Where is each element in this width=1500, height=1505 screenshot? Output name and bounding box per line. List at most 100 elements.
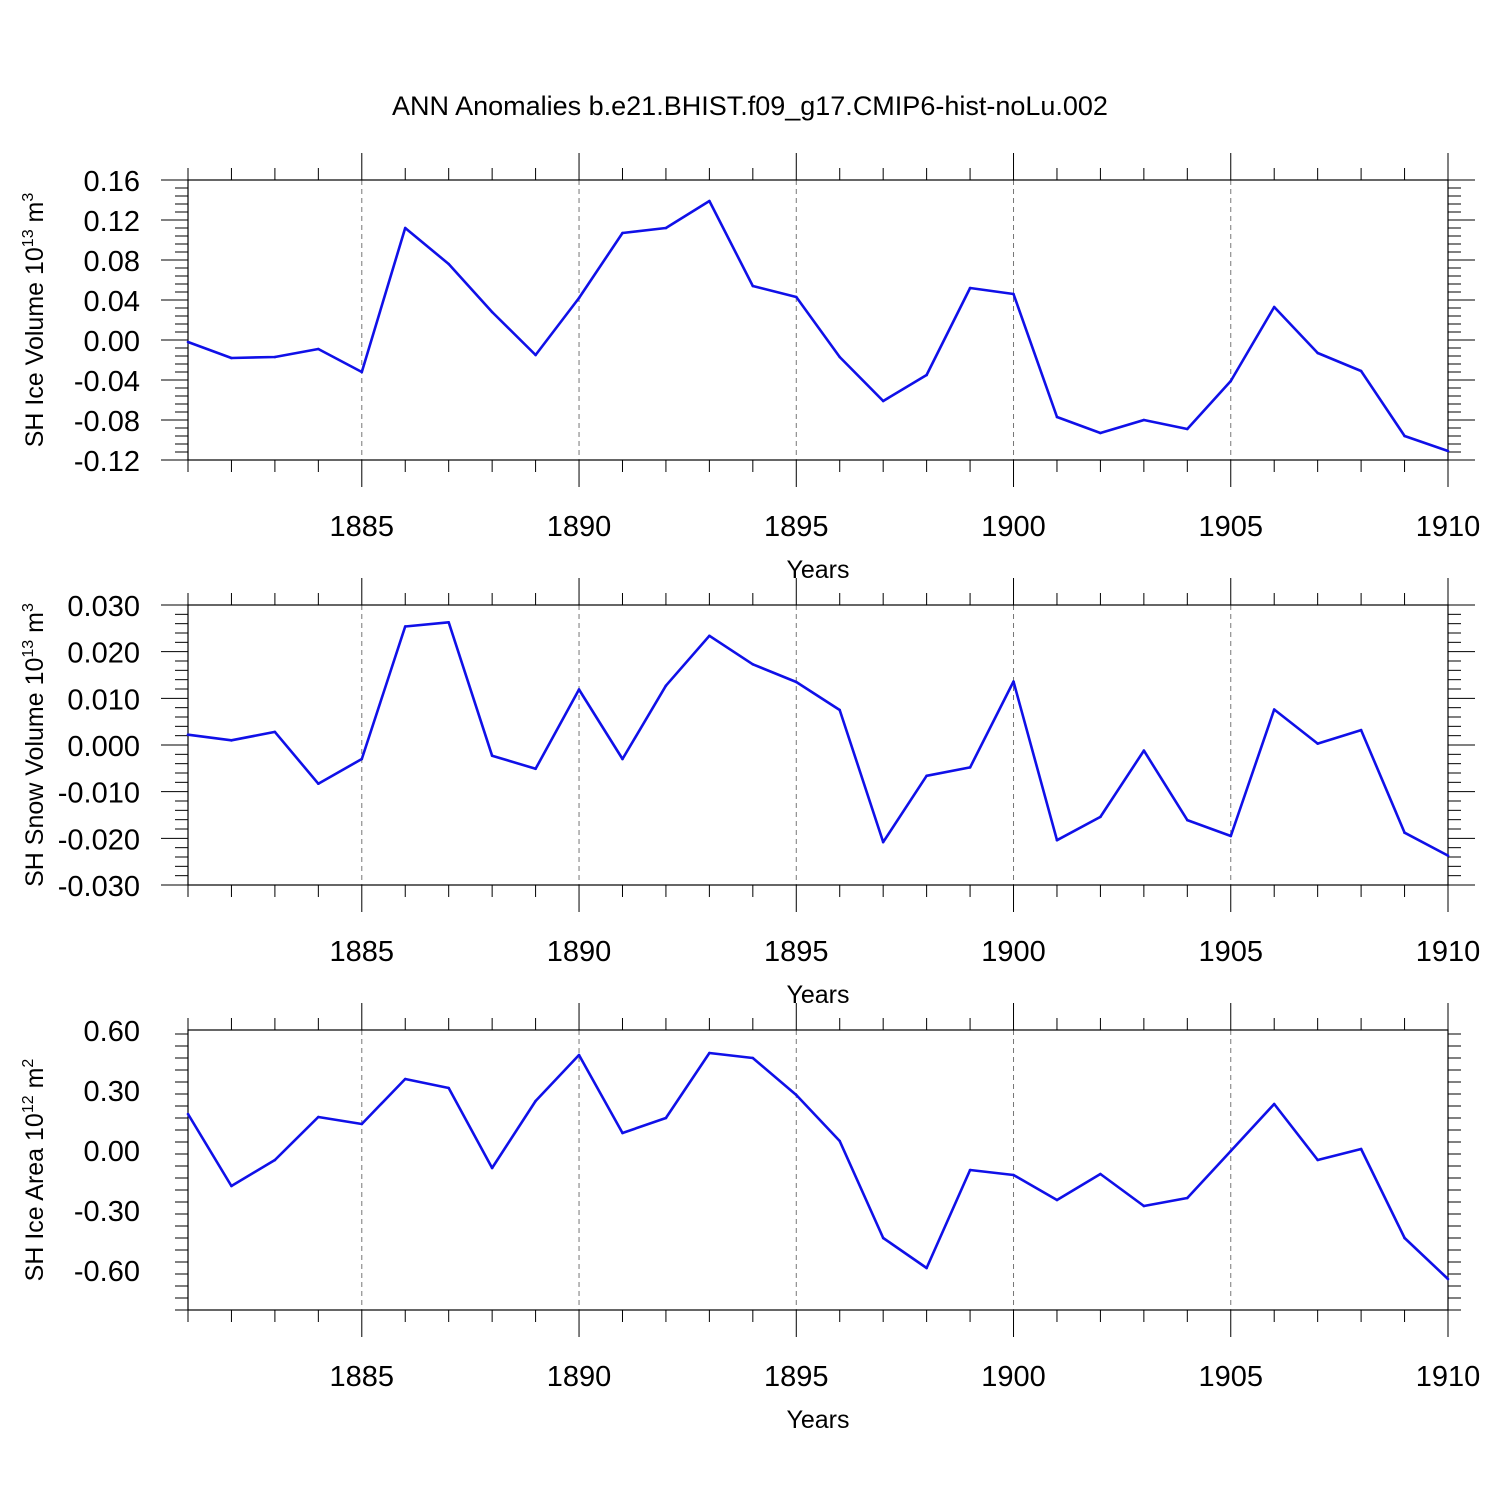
data-point	[1359, 369, 1363, 373]
data-point	[273, 1158, 277, 1162]
data-point	[577, 296, 581, 300]
x-axis-label: Years	[786, 981, 849, 1009]
data-point	[751, 662, 755, 666]
data-point	[186, 340, 190, 344]
x-axis-label: Years	[786, 1406, 849, 1434]
data-point	[1446, 449, 1450, 453]
data-point	[577, 688, 581, 691]
x-axis-label: Years	[786, 556, 849, 584]
data-point	[1142, 418, 1146, 422]
data-point	[403, 226, 407, 230]
y-tick-label: 0.020	[67, 638, 140, 670]
data-point	[577, 1053, 581, 1057]
data-point	[1403, 831, 1406, 835]
x-tick-label: 1905	[1199, 511, 1264, 543]
data-point	[664, 1116, 668, 1120]
y-tick-label: 0.12	[84, 206, 140, 238]
x-tick-label: 1885	[330, 1361, 395, 1393]
data-point	[1055, 415, 1059, 419]
data-point	[968, 1168, 972, 1172]
panel-1: -0.12 -0.08 -0.04 0.00 0.04 0.08 0.12 0.16 1885 1…	[20, 153, 1480, 584]
y-tick-label: -0.020	[58, 824, 140, 856]
data-point	[447, 620, 450, 624]
y-tick-label: -0.12	[74, 446, 140, 478]
plot-frame	[187, 179, 1449, 461]
data-point	[1012, 292, 1015, 296]
y-tick-label: 0.030	[67, 591, 140, 623]
series-line	[187, 199, 1449, 453]
data-point	[621, 757, 624, 761]
data-point	[708, 634, 711, 638]
data-point	[925, 373, 928, 377]
plot-frame	[187, 604, 1449, 886]
data-point	[1272, 305, 1276, 309]
data-point	[794, 295, 798, 299]
data-point	[360, 757, 364, 761]
y-tick-label: -0.04	[74, 366, 140, 398]
data-point	[881, 840, 885, 844]
data-point	[1229, 379, 1233, 383]
x-tick-label: 1910	[1416, 936, 1481, 968]
y-tick-label: -0.08	[74, 406, 140, 438]
y-axis-label: SH Ice Area 1012 m2	[20, 1059, 49, 1282]
data-point	[186, 733, 190, 737]
figure-title: ANN Anomalies b.e21.BHIST.f09_g17.CMIP6-…	[392, 91, 1108, 121]
data-point	[273, 355, 277, 359]
x-tick-label: 1910	[1416, 511, 1481, 543]
data-point	[1055, 1198, 1059, 1202]
data-point	[1403, 1236, 1406, 1240]
data-point	[317, 1115, 320, 1119]
data-point	[621, 231, 624, 235]
x-tick-label: 1890	[547, 511, 612, 543]
x-tick-label: 1905	[1199, 1361, 1264, 1393]
data-point	[1186, 818, 1189, 822]
data-point	[1229, 834, 1233, 838]
data-point	[881, 1236, 885, 1240]
data-point	[1012, 680, 1015, 683]
data-point	[751, 284, 755, 288]
x-tick-label: 1905	[1199, 936, 1264, 968]
data-point	[794, 1093, 798, 1097]
data-point	[708, 1051, 711, 1055]
y-tick-label: 0.000	[67, 731, 140, 763]
data-point	[1272, 708, 1276, 711]
y-tick-label: 0.08	[84, 246, 140, 278]
x-tick-label: 1895	[764, 1361, 829, 1393]
x-tick-label: 1900	[981, 936, 1046, 968]
y-tick-label: 0.00	[84, 1136, 140, 1168]
data-point	[186, 1112, 190, 1116]
y-tick-label: -0.030	[58, 871, 140, 903]
data-point	[1012, 1173, 1015, 1177]
data-point	[968, 766, 972, 769]
y-tick-label: 0.16	[84, 166, 140, 198]
data-point	[1055, 838, 1059, 842]
data-point	[838, 1139, 842, 1143]
y-tick-label: -0.60	[74, 1256, 140, 1288]
data-point	[1099, 815, 1102, 819]
data-point	[664, 684, 668, 688]
data-point	[317, 347, 320, 351]
data-point	[447, 1086, 450, 1090]
data-point	[1316, 351, 1319, 355]
x-tick-label: 1885	[330, 511, 395, 543]
data-point	[881, 399, 885, 403]
x-tick-label: 1895	[764, 511, 829, 543]
data-point	[968, 286, 972, 290]
data-point	[925, 1266, 928, 1270]
data-point	[1186, 1196, 1189, 1200]
data-point	[230, 739, 233, 742]
x-tick-label: 1890	[547, 1361, 612, 1393]
data-point	[1403, 434, 1406, 438]
data-point	[1359, 1147, 1363, 1151]
data-point	[534, 353, 537, 357]
data-point	[838, 708, 842, 712]
data-point	[1142, 749, 1146, 752]
data-point	[490, 754, 494, 758]
plot-frame	[187, 1029, 1449, 1311]
data-point	[1272, 1102, 1276, 1106]
y-tick-label: 0.60	[84, 1016, 140, 1048]
data-point	[230, 1184, 233, 1188]
data-point	[403, 1077, 407, 1081]
y-tick-label: 0.30	[84, 1076, 140, 1108]
